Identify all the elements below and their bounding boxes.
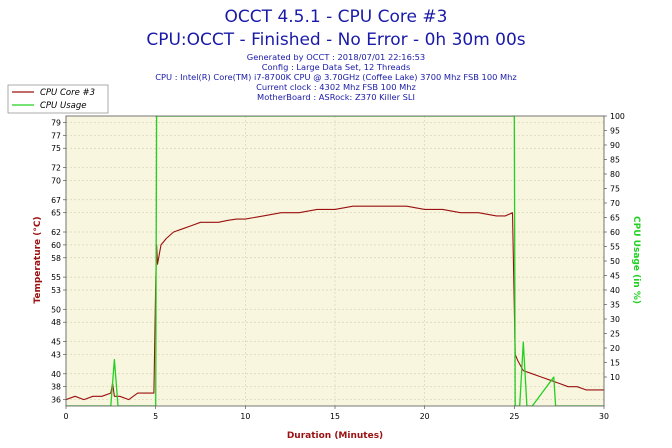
chart-legend: CPU Core #3 CPU Usage xyxy=(7,84,109,114)
y-tick-label-left: 53 xyxy=(51,286,61,295)
y-tick-label-right: 35 xyxy=(610,301,620,310)
y-tick-label-left: 70 xyxy=(51,176,61,185)
chart-title: OCCT 4.5.1 - CPU Core #3 xyxy=(225,7,448,27)
y-tick-label-left: 67 xyxy=(51,196,61,205)
y-tick-label-right: 75 xyxy=(610,185,620,194)
y-tick-label-left: 36 xyxy=(51,396,61,405)
y-tick-label-left: 55 xyxy=(51,273,61,282)
y-tick-label-left: 75 xyxy=(51,144,61,153)
series-line-cpu-usage xyxy=(66,116,604,406)
y-tick-label-left: 60 xyxy=(51,241,61,250)
info-motherboard: MotherBoard : ASRock: Z370 Killer SLI xyxy=(257,92,415,102)
legend-label-core: CPU Core #3 xyxy=(40,88,95,98)
x-tick-label: 20 xyxy=(420,412,430,421)
x-tick-label: 5 xyxy=(153,412,158,421)
y-axis-label-left: Temperature (°C) xyxy=(33,216,43,303)
y-tick-label-left: 43 xyxy=(51,350,61,359)
y-tick-label-right: 25 xyxy=(610,330,620,339)
y-tick-label-left: 62 xyxy=(51,228,61,237)
x-tick-label: 10 xyxy=(240,412,250,421)
y-tick-label-left: 38 xyxy=(51,383,61,392)
x-tick-label: 15 xyxy=(330,412,340,421)
y-tick-label-left: 40 xyxy=(51,370,61,379)
y-tick-label-right: 10 xyxy=(610,373,620,382)
y-tick-label-right: 90 xyxy=(610,141,620,150)
y-tick-label-left: 50 xyxy=(51,305,61,314)
y-tick-label-left: 48 xyxy=(51,318,61,327)
axis-ticks: 3638404345485053555860626567707275777910… xyxy=(51,112,625,421)
y-tick-label-left: 58 xyxy=(51,254,61,263)
y-tick-label-right: 50 xyxy=(610,257,620,266)
y-tick-label-right: 80 xyxy=(610,170,620,179)
y-tick-label-right: 65 xyxy=(610,214,620,223)
x-tick-label: 0 xyxy=(64,412,69,421)
y-tick-label-left: 79 xyxy=(51,118,61,127)
y-tick-label-right: 95 xyxy=(610,127,620,136)
y-tick-label-right: 100 xyxy=(610,112,625,121)
legend-label-usage: CPU Usage xyxy=(40,101,86,111)
series-lines xyxy=(66,116,604,406)
chart-subtitle: CPU:OCCT - Finished - No Error - 0h 30m … xyxy=(146,30,525,50)
legend-box xyxy=(7,84,109,114)
info-cpu: CPU : Intel(R) Core(TM) i7-8700K CPU @ 3… xyxy=(155,72,517,82)
y-tick-label-right: 55 xyxy=(610,243,620,252)
y-tick-label-right: 70 xyxy=(610,199,620,208)
y-tick-label-right: 60 xyxy=(610,228,620,237)
y-tick-label-left: 65 xyxy=(51,209,61,218)
y-tick-label-right: 20 xyxy=(610,344,620,353)
y-tick-label-left: 72 xyxy=(51,164,61,173)
y-tick-label-left: 77 xyxy=(51,131,61,140)
info-config: Config : Large Data Set, 12 Threads xyxy=(262,62,411,72)
x-tick-label: 25 xyxy=(509,412,519,421)
y-tick-label-left: 45 xyxy=(51,338,61,347)
series-line-core-temp xyxy=(66,205,604,401)
y-tick-label-right: 30 xyxy=(610,315,620,324)
x-axis-label: Duration (Minutes) xyxy=(287,431,383,441)
x-tick-label: 30 xyxy=(599,412,609,421)
info-clock: Current clock : 4302 Mhz FSB 100 Mhz xyxy=(256,82,416,92)
y-axis-label-right: CPU Usage (in %) xyxy=(631,216,641,304)
y-tick-label-right: 85 xyxy=(610,156,620,165)
y-tick-label-right: 15 xyxy=(610,359,620,368)
y-tick-label-right: 40 xyxy=(610,286,620,295)
info-generated: Generated by OCCT : 2018/07/01 22:16:53 xyxy=(247,52,425,62)
y-tick-label-right: 45 xyxy=(610,272,620,281)
